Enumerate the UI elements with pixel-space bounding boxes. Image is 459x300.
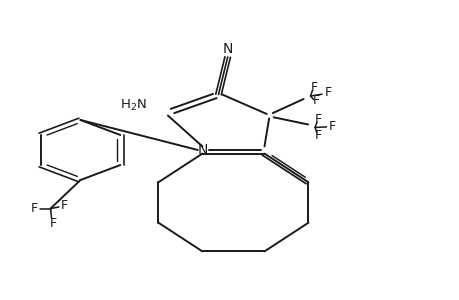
Text: F: F	[312, 94, 319, 107]
Text: N: N	[222, 43, 232, 56]
Text: F: F	[310, 81, 317, 94]
Text: F: F	[324, 85, 331, 99]
Text: F: F	[314, 112, 322, 126]
Text: F: F	[31, 202, 38, 215]
Text: F: F	[49, 217, 56, 230]
Text: F: F	[314, 128, 322, 142]
Text: N: N	[197, 143, 207, 157]
Text: H$_2$N: H$_2$N	[120, 98, 146, 112]
Text: F: F	[328, 119, 336, 133]
Text: F: F	[61, 199, 68, 212]
